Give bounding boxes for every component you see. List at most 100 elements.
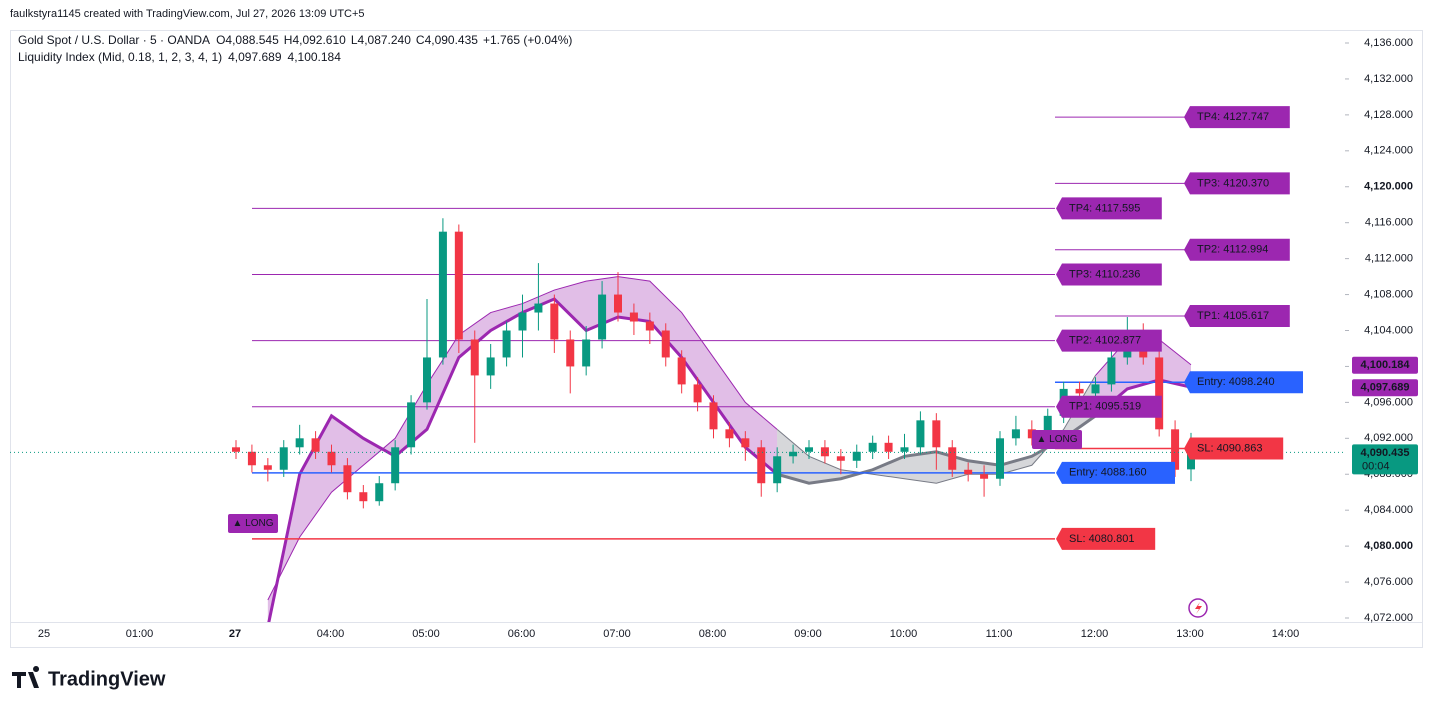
level-label: Entry: 4098.240 [1197, 376, 1275, 388]
x-tick-label: 13:00 [1176, 628, 1204, 640]
candle-body [661, 330, 670, 358]
indicator-title: Liquidity Index (Mid, 0.18, 1, 2, 3, 4, … [18, 50, 222, 64]
level-tag [1056, 197, 1162, 220]
level-label: TP3: 4120.370 [1197, 177, 1269, 189]
author-line: faulkstyra1145 created with TradingView.… [10, 8, 365, 20]
candle-body [677, 357, 686, 385]
signal-box [228, 514, 278, 533]
candle-body [852, 451, 861, 461]
candle-body [311, 438, 320, 452]
level-tag [1184, 238, 1290, 261]
x-tick-label: 10:00 [890, 628, 918, 640]
countdown: 00:04 [1362, 460, 1390, 472]
candle-body [232, 447, 240, 452]
x-tick-label: 05:00 [412, 628, 440, 640]
level-tag [1184, 304, 1290, 327]
candle-body [582, 339, 591, 367]
candle-body [438, 231, 447, 358]
level-tag [1056, 395, 1162, 418]
x-tick-label: 25 [38, 628, 50, 640]
candle-body [502, 330, 511, 358]
candle-body [1107, 357, 1116, 385]
level-tag [1184, 172, 1290, 195]
brand-name: TradingView [48, 668, 166, 690]
candle-body [645, 321, 654, 331]
x-tick-label: 08:00 [699, 628, 727, 640]
candle-body [725, 429, 734, 439]
price-tag-label: 4,090.435 [1361, 447, 1410, 459]
lightning-icon[interactable] [1188, 598, 1208, 618]
level-label: Entry: 4088.160 [1069, 467, 1147, 479]
candle-body [996, 438, 1004, 479]
x-tick-label: 09:00 [794, 628, 822, 640]
icon-ring [1188, 598, 1208, 618]
y-tick-label: 4,120.000 [1364, 181, 1413, 193]
y-tick-label: 4,092.000 [1364, 432, 1413, 444]
x-tick-label: 01:00 [126, 628, 154, 640]
candle-body [550, 303, 559, 340]
y-tick-label: 4,096.000 [1364, 396, 1413, 408]
candle-body [486, 357, 495, 376]
candle-body [1155, 357, 1164, 430]
x-tick-label: 06:00 [508, 628, 536, 640]
level-label: TP2: 4102.877 [1069, 334, 1141, 346]
candle-body [741, 438, 750, 448]
level-label: SL: 4080.801 [1069, 533, 1134, 545]
candle-body [836, 456, 845, 461]
band-fill [1095, 339, 1191, 416]
candle-body [900, 447, 909, 452]
candle-body [454, 231, 463, 340]
candle-body [423, 357, 431, 403]
candle-body [980, 474, 989, 479]
brand-logo: TradingView [12, 666, 166, 690]
y-tick-label: 4,112.000 [1365, 253, 1413, 265]
level-label: TP1: 4095.519 [1069, 401, 1141, 413]
candle-body [1027, 429, 1036, 439]
candle-body [359, 492, 368, 502]
candle-body [916, 420, 925, 448]
candle-body [789, 451, 798, 457]
candle-body [820, 447, 829, 457]
candle-body [629, 312, 638, 322]
signal-label: ▲ LONG [1036, 434, 1077, 445]
level-tag [1056, 527, 1156, 550]
candle-body [757, 447, 766, 484]
candle-body [534, 303, 543, 313]
level-label: SL: 4090.863 [1197, 442, 1262, 454]
candle-body [566, 339, 575, 367]
level-tag [1184, 437, 1284, 460]
candle-body [1075, 388, 1084, 394]
y-tick-label: 4,072.000 [1364, 612, 1413, 624]
candle-body [1187, 452, 1195, 470]
level-tag [1056, 263, 1162, 286]
y-tick-label: 4,084.000 [1364, 504, 1413, 516]
ohlc-value: L4,087.240 [351, 33, 411, 47]
y-tick-label: 4,128.000 [1364, 109, 1413, 121]
y-tick-label: 4,108.000 [1364, 288, 1413, 300]
logo-mark [12, 666, 40, 688]
candle-body [598, 294, 607, 340]
level-tag [1184, 106, 1290, 129]
candle-body [327, 451, 336, 466]
band-upper-line [776, 375, 1096, 484]
candle-body [932, 420, 941, 448]
level-label: TP2: 4112.994 [1197, 244, 1268, 256]
ohlc-value: O4,088.545 [216, 33, 279, 47]
x-tick-label: 07:00 [603, 628, 631, 640]
candle-body [279, 447, 288, 470]
level-label: TP3: 4110.236 [1069, 268, 1140, 280]
candle-body [964, 469, 973, 475]
candle-body [614, 294, 622, 313]
chart-frame [10, 30, 1423, 648]
candle-body [263, 465, 272, 470]
level-tag [1056, 329, 1162, 352]
signal-label: ▲ LONG [232, 518, 273, 529]
candle-body [375, 483, 384, 502]
x-tick-label: 04:00 [317, 628, 345, 640]
price-tag [1352, 379, 1418, 397]
candle-body [1043, 415, 1052, 439]
band-fill [267, 276, 778, 622]
candle-body [1011, 429, 1020, 439]
